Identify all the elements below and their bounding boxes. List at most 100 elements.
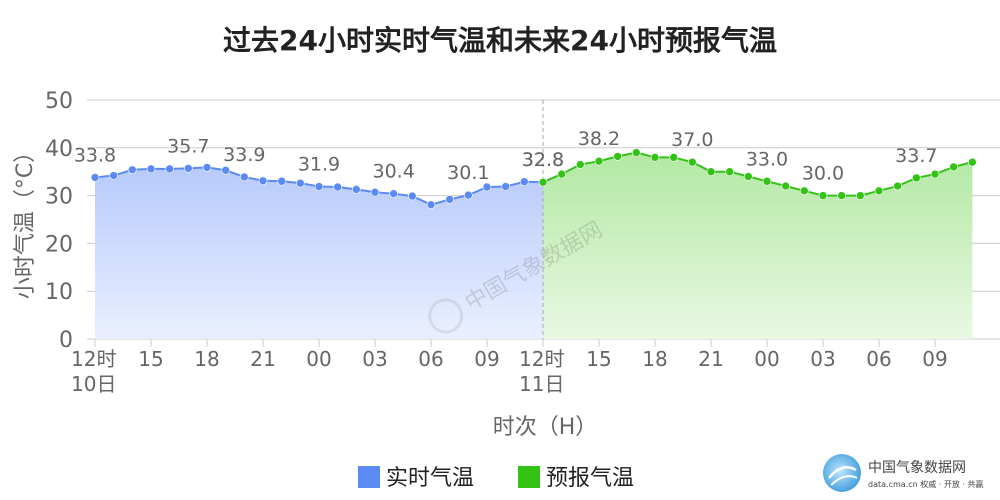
data-point-actual xyxy=(109,171,118,180)
data-point-forecast xyxy=(856,191,865,200)
x-tick-label: 09 xyxy=(922,347,947,371)
data-point-forecast xyxy=(576,160,585,169)
data-label-forecast: 33.0 xyxy=(746,148,788,170)
data-point-actual xyxy=(90,173,100,182)
x-tick-label: 15 xyxy=(586,347,611,371)
data-point-actual xyxy=(146,164,156,174)
y-tick-label: 50 xyxy=(45,89,73,114)
legend-swatch-forecast xyxy=(518,466,540,488)
data-point-forecast xyxy=(613,152,622,161)
area-forecast xyxy=(543,152,973,339)
data-point-forecast xyxy=(688,157,697,167)
series-points xyxy=(90,148,977,209)
data-point-actual xyxy=(408,191,417,201)
legend-item-forecast[interactable]: 预报气温 xyxy=(518,466,634,491)
data-point-forecast xyxy=(968,157,977,167)
data-point-actual xyxy=(352,185,361,194)
x-tick-label: 18 xyxy=(642,347,667,371)
data-point-actual xyxy=(221,165,230,175)
data-labels: 33.8 35.7 33.9 31.9 30.4 30.132.832.838.2 37.0… xyxy=(74,128,938,184)
data-label-forecast: 38.2 xyxy=(578,128,620,150)
series-areas xyxy=(95,152,973,339)
data-point-actual xyxy=(128,165,137,175)
data-point-forecast xyxy=(837,191,846,200)
data-point-forecast xyxy=(650,153,660,162)
x-tick-label: 06 xyxy=(418,347,443,371)
data-label-actual: 35.7 xyxy=(167,135,209,157)
data-point-forecast xyxy=(594,156,604,166)
x-tick-label: 21 xyxy=(698,347,723,371)
cma-logo-name: 中国气象数据网 xyxy=(868,460,966,476)
data-label-actual: 33.8 xyxy=(74,144,116,166)
data-label-actual: 30.1 xyxy=(447,162,489,184)
data-point-actual xyxy=(314,182,324,191)
y-tick-label: 10 xyxy=(45,280,73,305)
data-label-forecast: 37.0 xyxy=(671,129,713,151)
x-tick-date-label: 10日 xyxy=(71,372,116,396)
data-point-actual xyxy=(520,177,529,187)
data-point-actual xyxy=(389,189,398,198)
data-point-forecast xyxy=(800,186,809,196)
data-label-actual: 32.8 xyxy=(522,149,564,171)
watermark-logo-icon xyxy=(428,298,464,334)
data-point-forecast xyxy=(893,181,902,191)
x-tick-label: 15 xyxy=(138,347,163,371)
data-label-actual: 30.4 xyxy=(373,161,415,183)
x-tick-label: 18 xyxy=(194,347,219,371)
data-point-actual xyxy=(277,176,286,186)
legend-label-actual: 实时气温 xyxy=(386,466,474,491)
cma-logo-icon xyxy=(823,454,861,492)
area-actual xyxy=(95,167,543,339)
legend-swatch-actual xyxy=(358,466,380,488)
data-point-forecast xyxy=(744,172,753,181)
data-point-forecast xyxy=(706,167,716,176)
data-point-forecast xyxy=(538,177,548,187)
x-axis-title: 时次（H） xyxy=(493,415,598,440)
data-label-forecast: 32.8 xyxy=(522,149,564,171)
data-point-actual xyxy=(202,163,212,172)
data-point-forecast xyxy=(762,176,772,186)
y-axis-ticks: 0 10 20 30 40 50 xyxy=(45,89,73,353)
legend: 实时气温 预报气温 xyxy=(358,466,634,491)
data-point-forecast xyxy=(669,153,678,162)
legend-item-actual[interactable]: 实时气温 xyxy=(358,466,474,491)
x-tick-label: 03 xyxy=(810,347,835,371)
data-point-actual xyxy=(333,182,342,192)
data-point-forecast xyxy=(781,181,790,191)
x-tick-label: 12时 xyxy=(71,347,116,371)
data-point-forecast xyxy=(912,173,921,183)
x-tick-label: 09 xyxy=(474,347,499,371)
data-point-actual xyxy=(464,190,473,200)
data-point-forecast xyxy=(874,186,884,196)
data-point-actual xyxy=(184,164,193,173)
x-tick-label: 03 xyxy=(362,347,387,371)
data-point-actual xyxy=(482,182,492,192)
y-tick-label: 30 xyxy=(45,185,73,210)
x-tick-label: 00 xyxy=(754,347,779,371)
data-label-forecast: 33.7 xyxy=(895,145,937,167)
data-label-forecast: 30.0 xyxy=(802,163,844,185)
data-point-forecast xyxy=(930,169,940,179)
x-tick-date-label: 11日 xyxy=(519,372,564,396)
cma-logo: 中国气象数据网 data.cma.cn 权威 · 开放 · 共赢 xyxy=(823,454,983,492)
data-point-forecast xyxy=(949,162,958,172)
data-label-actual: 31.9 xyxy=(298,154,340,176)
y-axis-title: 小时气温（°C） xyxy=(13,141,38,299)
data-point-actual xyxy=(501,182,510,191)
y-tick-label: 20 xyxy=(45,232,73,257)
data-point-actual xyxy=(296,178,305,188)
data-point-actual xyxy=(165,164,174,174)
data-point-actual xyxy=(445,195,454,204)
data-point-forecast xyxy=(557,169,566,179)
x-tick-label: 00 xyxy=(306,347,331,371)
data-point-actual xyxy=(258,176,268,186)
data-point-forecast xyxy=(632,148,641,157)
data-point-actual xyxy=(370,187,380,197)
data-label-actual: 33.9 xyxy=(223,144,265,166)
data-point-actual xyxy=(426,200,436,209)
chart-title: 过去24小时实时气温和未来24小时预报气温 xyxy=(223,24,777,57)
x-tick-label: 21 xyxy=(250,347,275,371)
x-tick-label: 06 xyxy=(866,347,891,371)
